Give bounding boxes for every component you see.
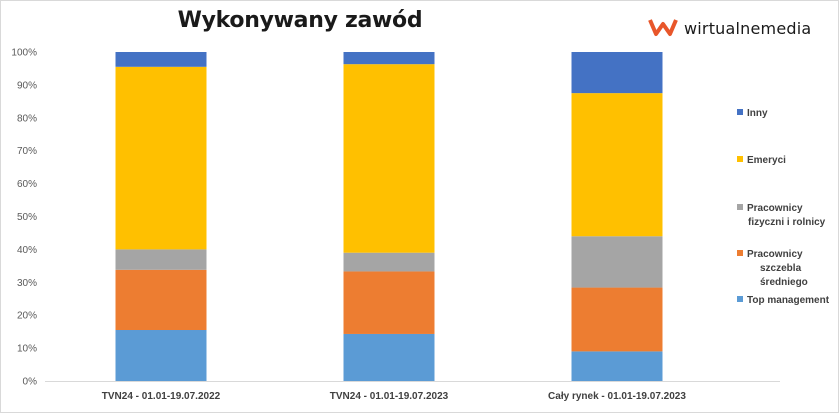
logo: wirtualnemedia — [648, 14, 811, 42]
y-tick-label: 100% — [11, 48, 37, 59]
bar-segment-pracownicy-fizyczni-i-rolnicy — [115, 249, 207, 270]
bar-segment-emeryci — [571, 93, 663, 237]
y-tick-label: 80% — [17, 113, 37, 124]
legend-swatch — [737, 296, 743, 302]
x-category-label: TVN24 - 01.01-19.07.2022 — [102, 391, 221, 402]
y-tick-label: 40% — [17, 245, 37, 256]
legend-swatch — [737, 109, 743, 115]
bar-segment-inny — [571, 52, 663, 94]
y-tick-label: 20% — [17, 311, 37, 322]
bar-segment-emeryci — [115, 66, 207, 250]
bar-segment-inny — [115, 52, 207, 67]
chart-title: Wykonywany zawód — [177, 8, 423, 33]
legend-swatch — [737, 250, 743, 256]
legend-label: Pracownicy szczebla średniego — [747, 249, 808, 288]
bar-segment-pracownicy-szczebla-redniego — [343, 271, 435, 334]
y-tick-label: 60% — [17, 179, 37, 190]
bar-segment-inny — [343, 52, 435, 65]
y-tick-label: 50% — [17, 212, 37, 223]
bar-segment-emeryci — [343, 64, 435, 253]
legend-label: Inny — [747, 108, 768, 119]
bar-segment-pracownicy-fizyczni-i-rolnicy — [571, 236, 663, 288]
legend-swatch — [737, 156, 743, 162]
bar-segment-top-management — [571, 351, 663, 381]
y-tick-label: 30% — [17, 278, 37, 289]
wirtualnemedia-logo-icon — [648, 19, 678, 36]
x-category-label: TVN24 - 01.01-19.07.2023 — [330, 391, 449, 402]
y-tick-label: 0% — [23, 377, 38, 388]
bar-segment-pracownicy-fizyczni-i-rolnicy — [343, 252, 435, 272]
y-tick-label: 10% — [17, 344, 37, 355]
bar-segment-pracownicy-szczebla-redniego — [571, 287, 663, 352]
y-tick-label: 70% — [17, 146, 37, 157]
bar-segment-top-management — [343, 333, 435, 381]
legend-label: Emeryci — [747, 155, 786, 166]
x-category-label: Cały rynek - 01.01-19.07.2023 — [548, 391, 686, 402]
legend-swatch — [737, 204, 743, 210]
legend-label: Pracownicy fizyczni i rolnicy — [747, 203, 826, 228]
bar-segment-pracownicy-szczebla-redniego — [115, 269, 207, 331]
y-tick-label: 90% — [17, 80, 37, 91]
bar-segment-top-management — [115, 330, 207, 381]
logo-text: wirtualnemedia — [684, 18, 812, 38]
legend-label: Top management — [747, 295, 830, 306]
